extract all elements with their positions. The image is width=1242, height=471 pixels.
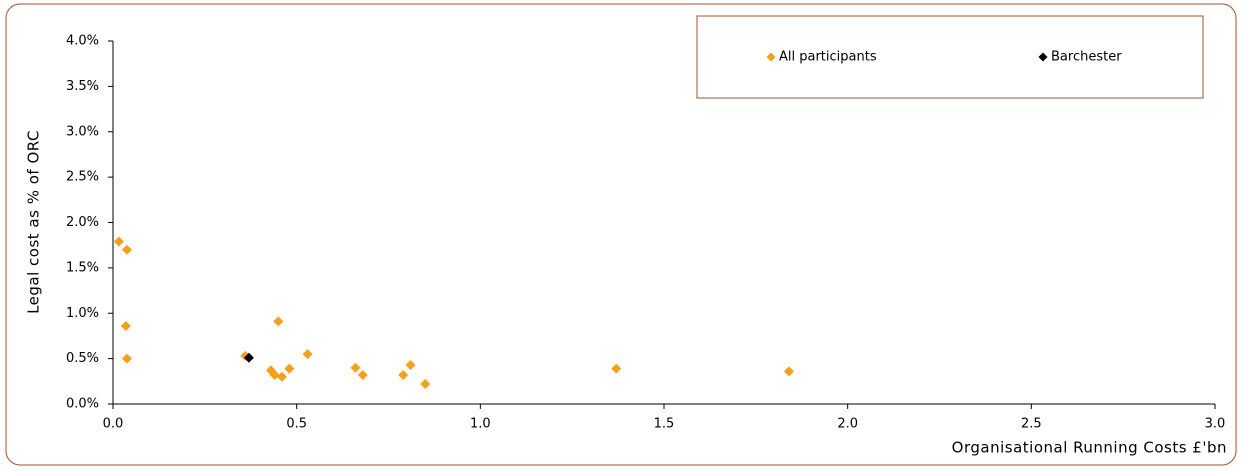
scatter-point (120, 320, 131, 331)
y-tick-label: 1.0% (66, 306, 99, 321)
y-tick-label: 3.0% (66, 124, 99, 139)
scatter-point (350, 362, 361, 373)
scatter-point (357, 369, 368, 380)
legend-label: All participants (779, 50, 877, 65)
y-tick-label: 0.5% (66, 351, 99, 366)
scatter-point (269, 369, 280, 380)
x-tick-label: 0.0 (103, 417, 124, 432)
scatter-point (273, 316, 284, 327)
scatter-point (398, 369, 409, 380)
scatter-point (113, 236, 124, 247)
y-axis-title: Legal cost as % of ORC (25, 130, 43, 314)
scatter-point (276, 371, 287, 382)
y-tick-label: 4.0% (66, 34, 99, 49)
scatter-point (121, 244, 132, 255)
scatter-point (243, 352, 254, 363)
scatter-point (284, 363, 295, 374)
chart-frame (5, 3, 1237, 466)
y-tick-label: 2.0% (66, 215, 99, 230)
scatter-point (302, 349, 313, 360)
x-tick-label: 1.5 (654, 417, 675, 432)
y-tick-label: 0.0% (66, 397, 99, 412)
x-tick-label: 2.0 (837, 417, 858, 432)
y-tick-label: 2.5% (66, 170, 99, 185)
x-tick-label: 1.0 (470, 417, 491, 432)
y-tick-label: 1.5% (66, 260, 99, 275)
x-tick-label: 3.0 (1205, 417, 1226, 432)
legend-box (696, 15, 1204, 99)
legend-label: Barchester (1051, 50, 1122, 65)
scatter-point (420, 379, 431, 390)
legend-marker (766, 52, 776, 62)
legend-marker (1038, 52, 1048, 62)
scatter-point (783, 366, 794, 377)
scatter-point (121, 353, 132, 364)
x-tick-label: 0.5 (286, 417, 307, 432)
x-axis-title: Organisational Running Costs £'bn (952, 439, 1227, 457)
x-tick-label: 2.5 (1021, 417, 1042, 432)
scatter-point (405, 359, 416, 370)
scatter-point (611, 363, 622, 374)
y-tick-label: 3.5% (66, 79, 99, 94)
